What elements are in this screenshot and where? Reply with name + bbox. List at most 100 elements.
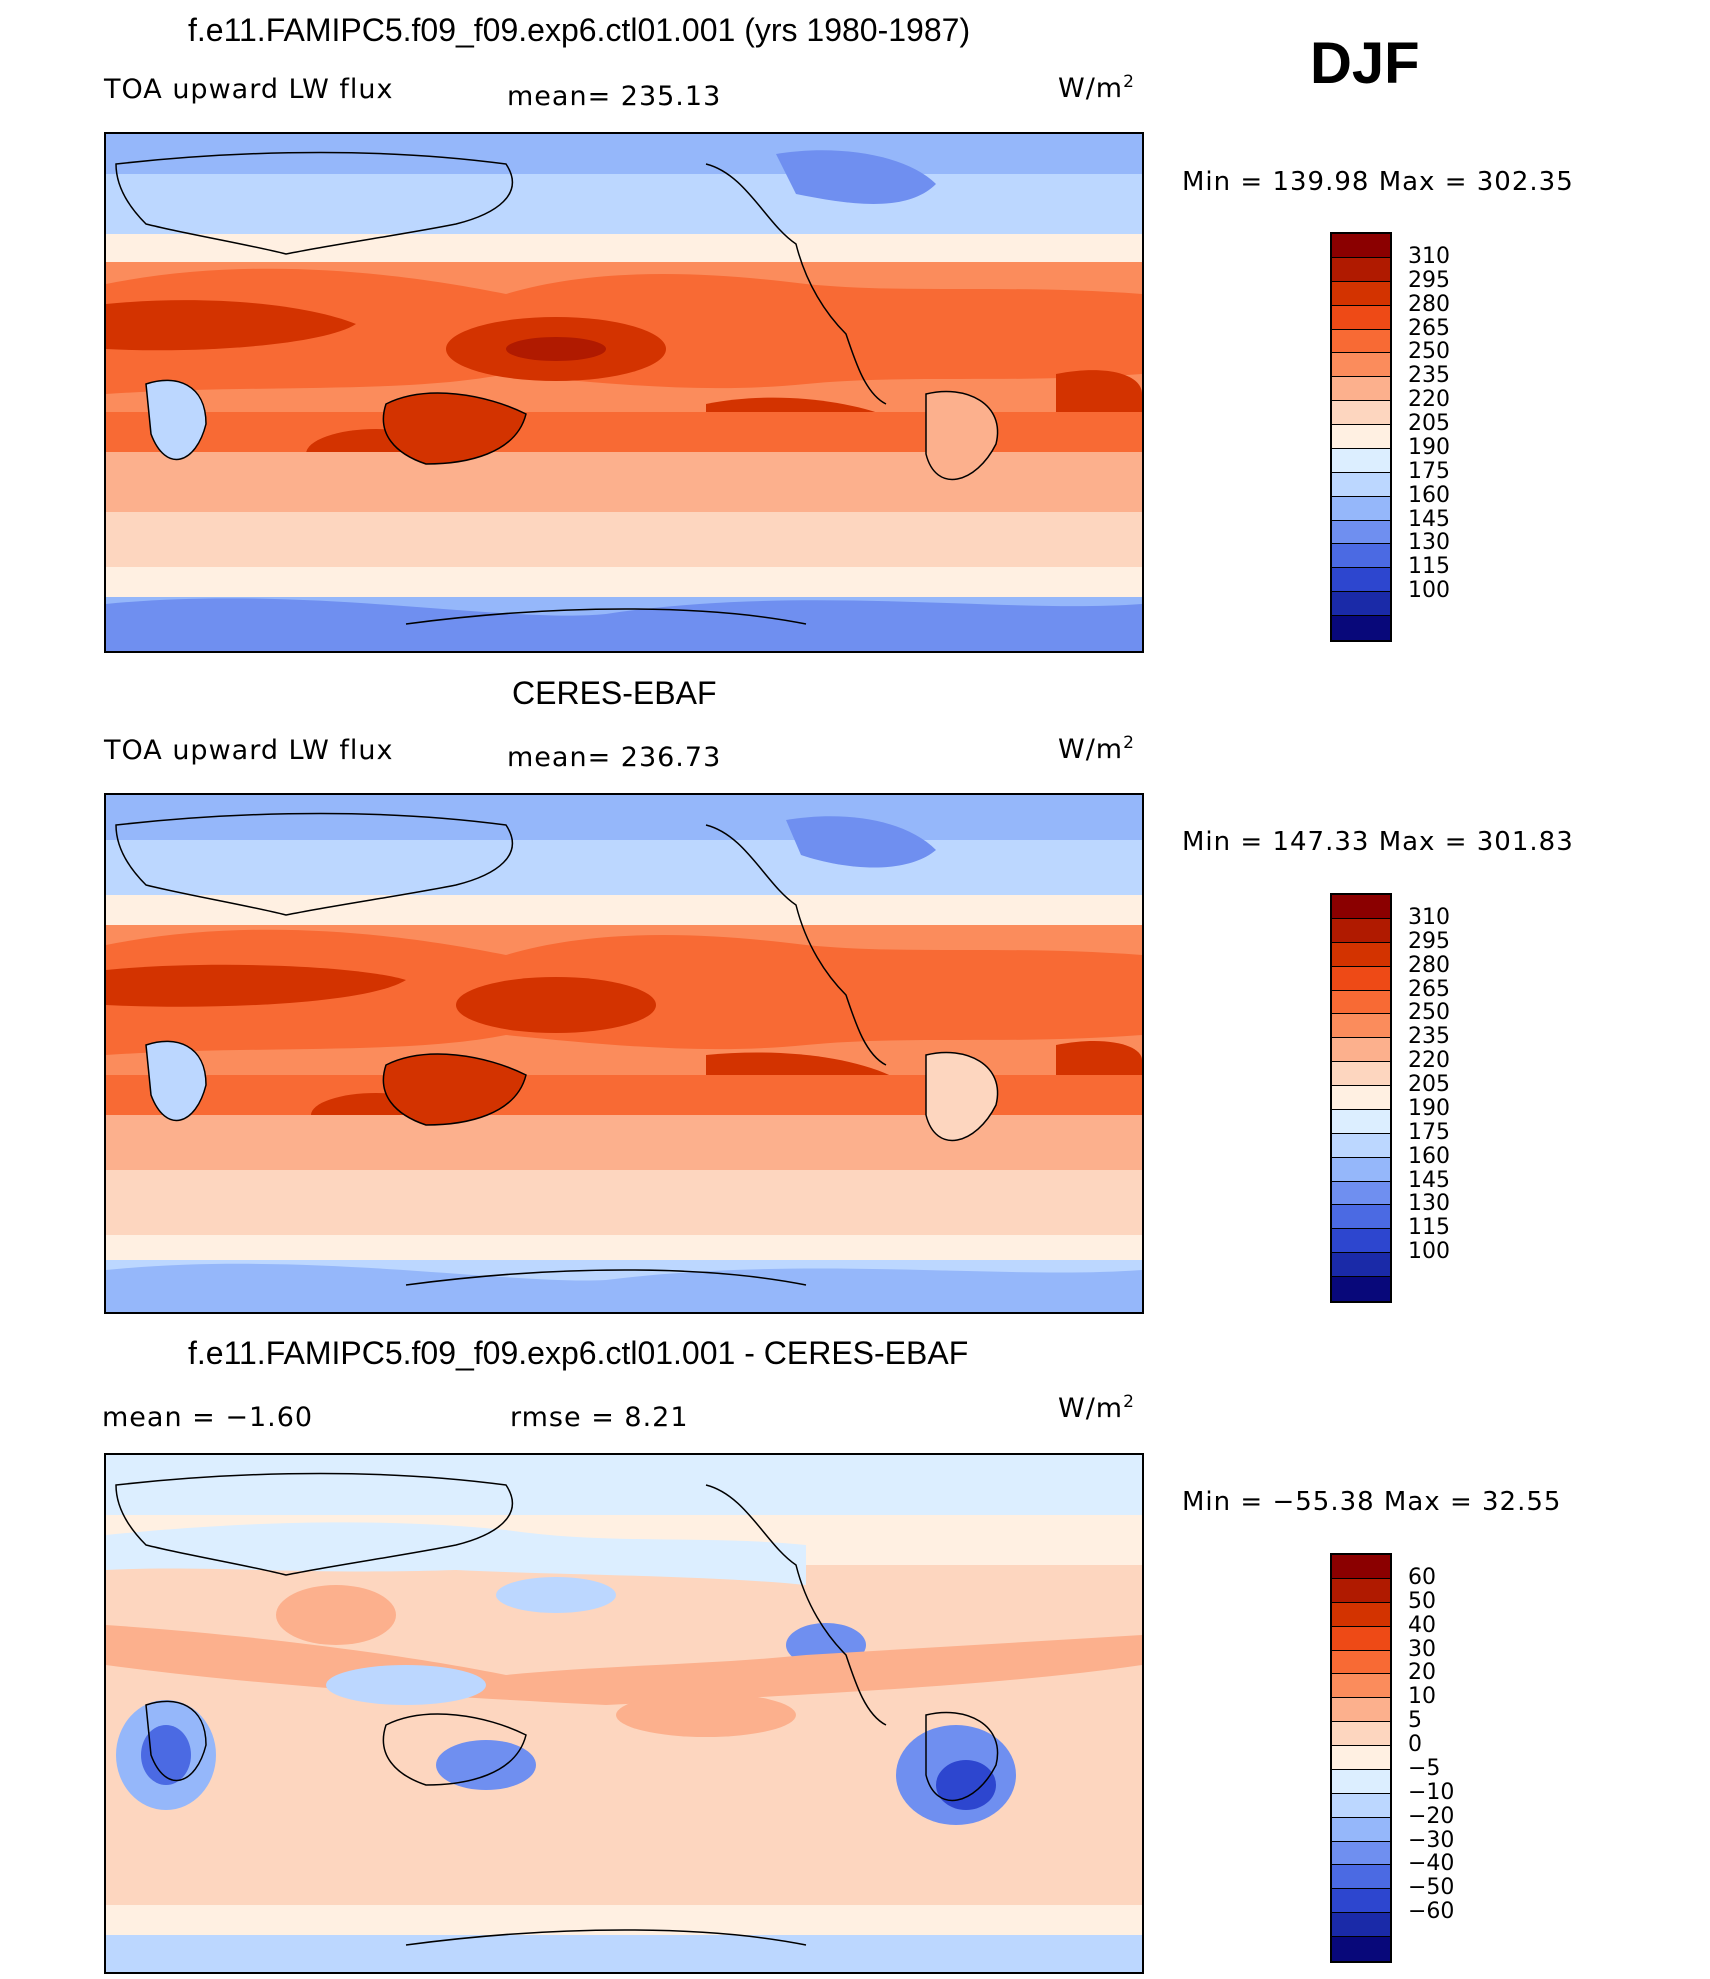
colorbar-segment (1332, 1181, 1390, 1206)
colorbar-label: 115 (1408, 1215, 1450, 1241)
colorbar-label: 50 (1408, 1588, 1436, 1614)
colorbar-segment (1332, 1817, 1390, 1842)
colorbar-label: 295 (1408, 267, 1450, 293)
colorbar-segment (1332, 616, 1390, 640)
colorbar-label: 130 (1408, 530, 1450, 556)
colorbar-label: 190 (1408, 1095, 1450, 1121)
colorbar-label: 20 (1408, 1660, 1436, 1686)
panel2-title: CERES-EBAF (512, 675, 717, 711)
panel3-minmax: Min = −55.38 Max = 32.55 (1182, 1487, 1562, 1517)
colorbar-segment (1332, 1602, 1390, 1627)
colorbar-segment (1332, 1014, 1390, 1039)
colorbar-label: 145 (1408, 506, 1450, 532)
colorbar-segment (1332, 1038, 1390, 1063)
colorbar-segment (1332, 1722, 1390, 1746)
colorbar-label: 145 (1408, 1167, 1450, 1193)
colorbar-label: −30 (1408, 1827, 1455, 1853)
colorbar-label: 265 (1408, 315, 1450, 341)
colorbar-label: 0 (1408, 1732, 1422, 1758)
colorbar-segment (1332, 1555, 1390, 1579)
panel1-map (104, 132, 1144, 653)
colorbar-segment (1332, 1746, 1390, 1770)
colorbar-segment (1332, 1253, 1390, 1277)
colorbar-segment (1332, 966, 1390, 991)
colorbar-segment (1332, 520, 1390, 545)
panel1-mean-label: mean= 235.13 (507, 81, 722, 112)
panel2-mean-label: mean= 236.73 (507, 742, 722, 773)
colorbar-segment (1332, 942, 1390, 967)
panel2-colorbar (1330, 893, 1392, 1303)
colorbar-segment (1332, 472, 1390, 497)
colorbar-segment (1332, 1769, 1390, 1794)
panel1-colorbar (1330, 232, 1392, 642)
panel3-map (104, 1453, 1144, 1974)
colorbar-label: 310 (1408, 904, 1450, 930)
colorbar-label: 235 (1408, 1024, 1450, 1050)
colorbar-label: 280 (1408, 291, 1450, 317)
colorbar-label: 10 (1408, 1684, 1436, 1710)
colorbar-segment (1332, 1205, 1390, 1230)
panel2-variable-label: TOA upward LW flux (104, 735, 394, 766)
colorbar-label: −50 (1408, 1875, 1455, 1901)
colorbar-label: 295 (1408, 928, 1450, 954)
colorbar-label: 115 (1408, 554, 1450, 580)
colorbar-segment (1332, 895, 1390, 919)
colorbar-label: 265 (1408, 976, 1450, 1002)
panel1-units: W/m2 (1058, 72, 1135, 104)
colorbar-segment (1332, 257, 1390, 282)
colorbar-segment (1332, 1937, 1390, 1961)
panel2-map (104, 793, 1144, 1314)
colorbar-label: 310 (1408, 243, 1450, 269)
colorbar-segment (1332, 353, 1390, 378)
colorbar-segment (1332, 1578, 1390, 1603)
panel1-map-field (106, 134, 1142, 651)
colorbar-segment (1332, 496, 1390, 521)
colorbar-label: 250 (1408, 339, 1450, 365)
colorbar-label: 220 (1408, 1048, 1450, 1074)
colorbar-segment (1332, 234, 1390, 258)
colorbar-segment (1332, 1913, 1390, 1937)
colorbar-label: 160 (1408, 1143, 1450, 1169)
colorbar-label: 60 (1408, 1564, 1436, 1590)
colorbar-label: −60 (1408, 1899, 1455, 1925)
colorbar-label: 175 (1408, 1119, 1450, 1145)
colorbar-label: 250 (1408, 1000, 1450, 1026)
panel3-rmse-label: rmse = 8.21 (510, 1402, 689, 1433)
colorbar-label: 190 (1408, 434, 1450, 460)
colorbar-segment (1332, 1229, 1390, 1254)
colorbar-label: 175 (1408, 458, 1450, 484)
colorbar-segment (1332, 1109, 1390, 1134)
panel3-map-field (106, 1455, 1142, 1972)
colorbar-label: 30 (1408, 1636, 1436, 1662)
colorbar-segment (1332, 1698, 1390, 1723)
panel1-variable-label: TOA upward LW flux (104, 74, 394, 105)
colorbar-segment (1332, 1841, 1390, 1866)
colorbar-segment (1332, 1650, 1390, 1675)
panel3-mean-label: mean = −1.60 (102, 1402, 314, 1433)
colorbar-label: −5 (1408, 1755, 1441, 1781)
colorbar-segment (1332, 1086, 1390, 1110)
colorbar-label: 205 (1408, 1072, 1450, 1098)
colorbar-segment (1332, 568, 1390, 593)
colorbar-label: −10 (1408, 1779, 1455, 1805)
colorbar-segment (1332, 1157, 1390, 1182)
colorbar-label: 205 (1408, 411, 1450, 437)
panel3-colorbar (1330, 1553, 1392, 1963)
colorbar-label: 5 (1408, 1708, 1422, 1734)
colorbar-segment (1332, 401, 1390, 425)
colorbar-segment (1332, 1626, 1390, 1651)
panel3-units: W/m2 (1058, 1392, 1135, 1424)
colorbar-segment (1332, 1062, 1390, 1086)
colorbar-label: −20 (1408, 1803, 1455, 1829)
colorbar-segment (1332, 1889, 1390, 1914)
colorbar-segment (1332, 544, 1390, 569)
colorbar-label: 130 (1408, 1191, 1450, 1217)
colorbar-label: 100 (1408, 578, 1450, 604)
colorbar-segment (1332, 305, 1390, 330)
panel2-minmax: Min = 147.33 Max = 301.83 (1182, 827, 1574, 857)
colorbar-segment (1332, 918, 1390, 943)
panel1-minmax: Min = 139.98 Max = 302.35 (1182, 167, 1574, 197)
colorbar-segment (1332, 1277, 1390, 1301)
colorbar-segment (1332, 329, 1390, 354)
colorbar-label: 280 (1408, 952, 1450, 978)
